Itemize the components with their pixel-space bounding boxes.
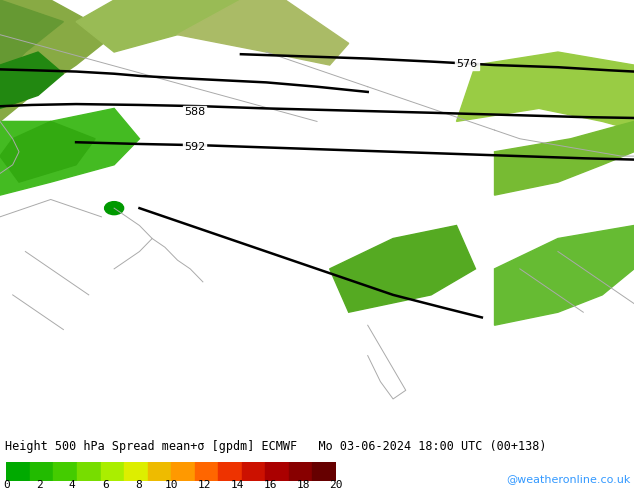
Bar — [289, 462, 313, 481]
Polygon shape — [330, 225, 476, 312]
Circle shape — [105, 202, 124, 215]
Bar — [30, 462, 53, 481]
Text: 10: 10 — [164, 480, 178, 490]
Polygon shape — [0, 52, 63, 108]
Text: 20: 20 — [329, 480, 343, 490]
Text: 2: 2 — [36, 480, 42, 490]
Polygon shape — [178, 0, 349, 65]
Text: Height 500 hPa Spread mean+σ [gpdm] ECMWF   Mo 03-06-2024 18:00 UTC (00+138): Height 500 hPa Spread mean+σ [gpdm] ECMW… — [5, 441, 547, 453]
Polygon shape — [0, 0, 63, 78]
Text: 588: 588 — [184, 107, 205, 117]
Text: 16: 16 — [263, 480, 277, 490]
Text: 0: 0 — [3, 480, 10, 490]
Bar — [148, 462, 171, 481]
Text: 14: 14 — [230, 480, 244, 490]
Bar — [218, 462, 242, 481]
Text: 4: 4 — [69, 480, 75, 490]
Text: 6: 6 — [102, 480, 108, 490]
Polygon shape — [0, 122, 95, 182]
Bar — [53, 462, 77, 481]
Polygon shape — [76, 0, 266, 52]
Bar — [77, 462, 101, 481]
Bar — [266, 462, 289, 481]
Text: 12: 12 — [197, 480, 211, 490]
Text: 8: 8 — [135, 480, 141, 490]
Bar — [101, 462, 124, 481]
Bar — [6, 462, 30, 481]
Polygon shape — [0, 0, 114, 122]
Polygon shape — [495, 122, 634, 195]
Text: 576: 576 — [456, 59, 477, 69]
Polygon shape — [0, 108, 139, 195]
Bar — [195, 462, 218, 481]
Bar — [313, 462, 336, 481]
Polygon shape — [495, 225, 634, 325]
Bar — [124, 462, 148, 481]
Polygon shape — [456, 52, 634, 130]
Bar — [242, 462, 266, 481]
Text: 18: 18 — [296, 480, 310, 490]
Text: 592: 592 — [184, 142, 205, 151]
Bar — [171, 462, 195, 481]
Text: @weatheronline.co.uk: @weatheronline.co.uk — [506, 474, 630, 485]
